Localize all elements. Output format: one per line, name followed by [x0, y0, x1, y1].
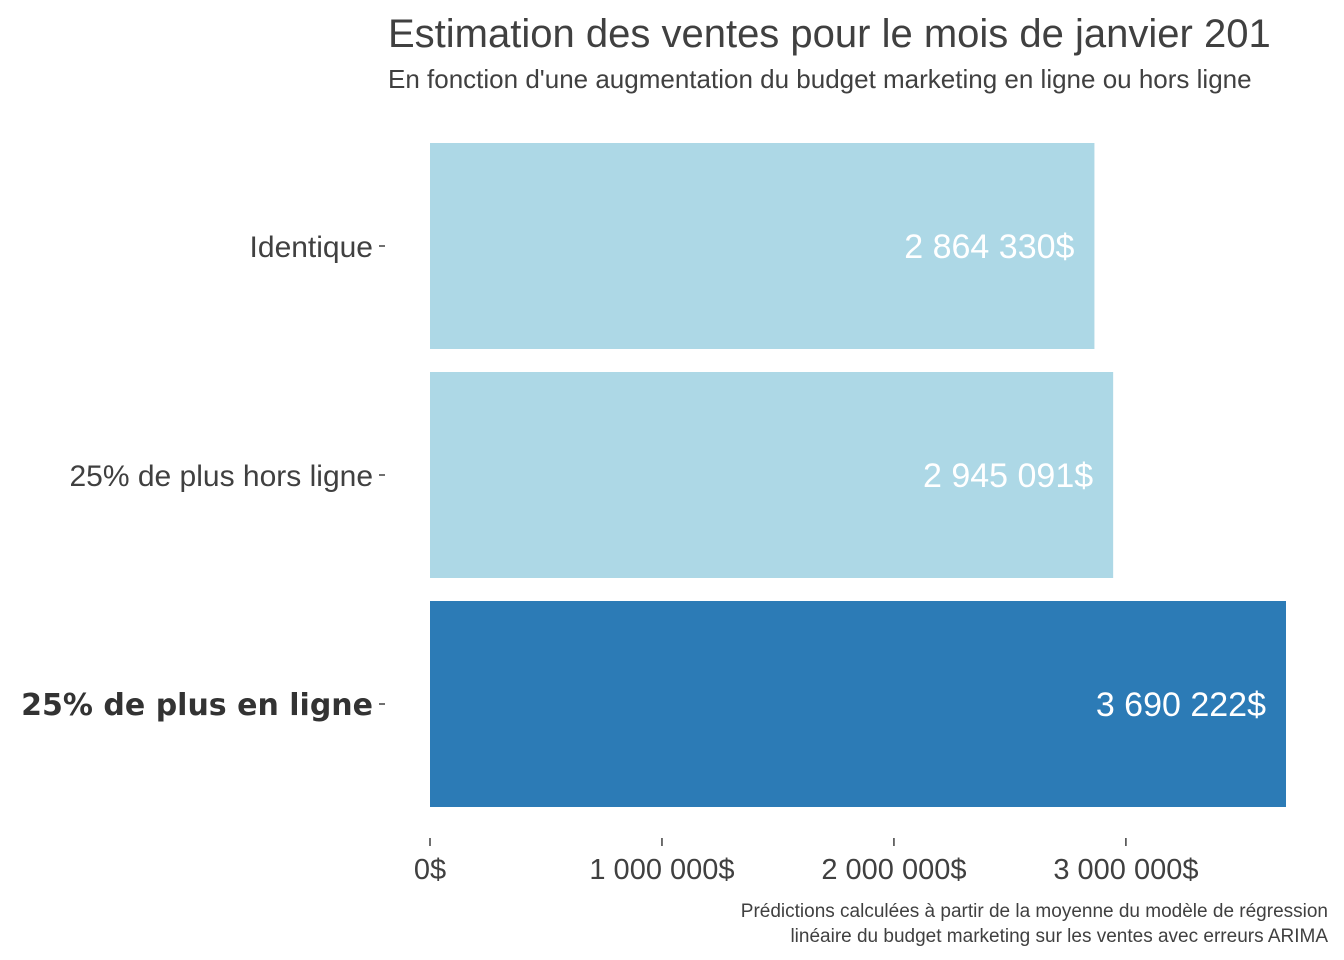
value-label-identique: 2 864 330$ — [904, 228, 1074, 266]
bars-layer: 2 864 330$ 2 945 091$ 3 690 222$ — [430, 143, 1286, 807]
chart-title: Estimation des ventes pour le mois de ja… — [388, 12, 1271, 56]
x-tick-label-1: 1 000 000$ — [589, 854, 734, 886]
chart-subtitle: En fonction d'une augmentation du budget… — [388, 64, 1252, 94]
y-axis: Identique 25% de plus hors ligne 25% de pl… — [21, 231, 385, 723]
x-tick-label-3: 3 000 000$ — [1053, 854, 1198, 886]
caption-line-2: linéaire du budget marketing sur les ven… — [790, 926, 1328, 947]
y-tick-label-identique: Identique — [250, 231, 373, 264]
x-tick-label-0: 0$ — [414, 854, 446, 886]
value-label-25pct-de-plus-en-ligne: 3 690 222$ — [1096, 686, 1266, 724]
x-tick-label-2: 2 000 000$ — [821, 854, 966, 886]
bar-25pct-de-plus-en-ligne — [430, 601, 1286, 807]
y-tick-label-25pct-de-plus-hors-ligne: 25% de plus hors ligne — [69, 460, 373, 493]
caption-line-1: Prédictions calculées à partir de la moy… — [741, 901, 1328, 922]
x-axis: 0$ 1 000 000$ 2 000 000$ 3 000 000$ — [414, 838, 1198, 886]
value-label-25pct-de-plus-hors-ligne: 2 945 091$ — [923, 457, 1093, 495]
y-tick-label-25pct-de-plus-en-ligne: 25% de plus en ligne — [21, 688, 373, 723]
bar-identique — [430, 143, 1095, 349]
bar-25pct-de-plus-hors-ligne — [430, 372, 1114, 578]
